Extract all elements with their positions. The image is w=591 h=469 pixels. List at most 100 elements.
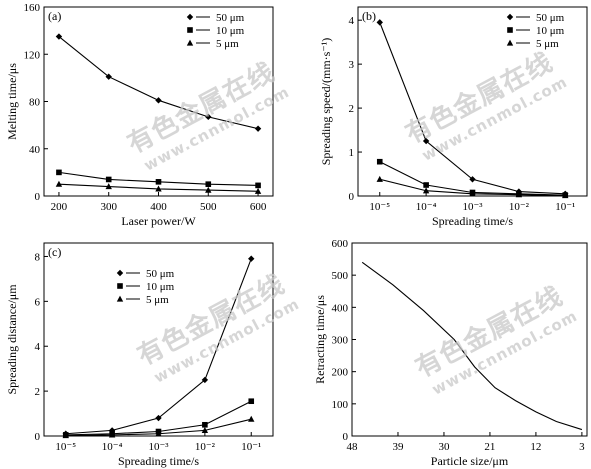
- y-tick-label: 4: [35, 341, 41, 353]
- marker-diamond: [105, 73, 112, 80]
- legend-label: 10 μm: [216, 25, 245, 37]
- marker-triangle: [201, 426, 209, 433]
- marker-triangle: [248, 415, 255, 422]
- y-axis-label: Melting time/μs: [5, 63, 19, 140]
- marker-diamond: [376, 19, 383, 26]
- marker-triangle: [116, 295, 124, 302]
- x-axis-label: Spreading time/s: [118, 454, 199, 468]
- chart-panel: 0 1 2 3 4 10⁻⁵ 10⁻⁴ 10⁻³ 10⁻² 10⁻¹ Spreading time/…: [319, 6, 588, 228]
- legend-label: 50 μm: [216, 12, 245, 24]
- series-line: [361, 261, 583, 431]
- y-tick-label: 3: [349, 59, 355, 71]
- x-tick-label: 21: [484, 441, 495, 453]
- marker-triangle: [422, 187, 430, 194]
- marker-triangle: [108, 431, 116, 438]
- y-tick-label: 500: [332, 270, 349, 282]
- x-tick-label: 600: [250, 201, 267, 213]
- marker-diamond: [155, 414, 162, 422]
- marker-triangle: [105, 183, 112, 190]
- y-tick-label: 8: [35, 251, 41, 263]
- y-tick-label: 0: [343, 431, 349, 443]
- y-tick-label: 300: [332, 335, 349, 347]
- x-axis-label: Particle size/μm: [431, 454, 509, 468]
- marker-square: [202, 421, 208, 428]
- marker-diamond: [201, 376, 209, 384]
- y-tick-label: 6: [35, 296, 41, 308]
- x-tick-label: 39: [392, 441, 404, 453]
- x-tick-label: 48: [347, 441, 359, 453]
- marker-diamond: [116, 269, 124, 277]
- legend-label: 5 μm: [146, 294, 169, 306]
- chart-panel: 0 40 80 120 160 200 300 400 500 600 Laser power/W M…: [5, 2, 274, 228]
- y-tick-label: 160: [24, 2, 41, 14]
- panel-label: (b): [362, 9, 376, 23]
- marker-diamond: [205, 113, 212, 121]
- x-axis-label: Spreading time/s: [432, 214, 513, 228]
- legend-label: 5 μm: [536, 38, 559, 50]
- marker-triangle: [62, 432, 69, 439]
- x-tick-label: 10⁻⁴: [102, 441, 123, 453]
- marker-square: [248, 398, 255, 405]
- marker-triangle: [205, 186, 212, 193]
- x-tick-label: 3: [579, 441, 585, 453]
- x-tick-label: 10⁻¹: [241, 441, 261, 453]
- x-tick-label: 300: [100, 201, 117, 213]
- marker-diamond: [186, 13, 194, 21]
- marker-triangle: [155, 185, 162, 192]
- series-line: [58, 36, 259, 130]
- y-tick-label: 120: [24, 49, 41, 61]
- marker-square: [155, 179, 162, 185]
- x-tick-label: 10⁻¹: [555, 201, 575, 213]
- marker-triangle: [469, 190, 476, 197]
- y-tick-label: 100: [332, 399, 349, 411]
- y-axis-label: Spreading distance/μm: [5, 284, 19, 395]
- marker-square: [376, 158, 383, 165]
- x-tick-label: 10⁻⁵: [369, 201, 390, 213]
- legend-label: 50 μm: [536, 12, 565, 24]
- x-tick-label: 10⁻²: [509, 201, 530, 213]
- y-tick-label: 40: [29, 144, 41, 156]
- y-tick-label: 80: [29, 97, 41, 109]
- y-tick-label: 4: [349, 15, 355, 27]
- marker-square: [117, 283, 123, 289]
- marker-square: [105, 176, 112, 183]
- marker-triangle: [506, 39, 514, 46]
- y-axis-label: Spreading speed/(mm·s⁻¹): [319, 38, 333, 166]
- y-tick-label: 1: [349, 147, 355, 159]
- y-tick-label: 0: [35, 431, 41, 443]
- marker-square: [423, 182, 429, 188]
- panel-label: (a): [48, 9, 61, 23]
- x-tick-label: 10⁻²: [195, 441, 216, 453]
- x-tick-label: 500: [200, 201, 217, 213]
- y-tick-label: 2: [35, 386, 41, 398]
- x-tick-label: 10⁻⁵: [55, 441, 76, 453]
- x-tick-label: 30: [438, 441, 450, 453]
- y-tick-label: 2: [349, 103, 355, 115]
- y-tick-label: 600: [332, 238, 349, 250]
- marker-triangle: [562, 192, 569, 199]
- marker-square: [187, 27, 193, 33]
- legend-label: 5 μm: [216, 38, 239, 50]
- legend-label: 10 μm: [146, 281, 175, 293]
- marker-diamond: [155, 97, 162, 104]
- marker-diamond: [55, 33, 63, 40]
- plot-frame: [351, 242, 588, 437]
- marker-triangle: [55, 180, 63, 187]
- marker-triangle: [376, 175, 383, 182]
- y-axis-label: Retracting time/μs: [313, 295, 327, 384]
- y-tick-label: 0: [35, 191, 41, 203]
- marker-square: [205, 181, 212, 187]
- legend-label: 10 μm: [536, 25, 565, 37]
- legend-label: 50 μm: [146, 268, 175, 280]
- marker-triangle: [515, 191, 523, 198]
- x-axis-label: Laser power/W: [121, 214, 196, 228]
- x-tick-label: 12: [530, 441, 541, 453]
- marker-diamond: [254, 125, 262, 132]
- y-tick-label: 0: [349, 191, 355, 203]
- chart-panel: 0 100 200 300 400 500 600 48 39 30 21 12 3 Particle s…: [313, 238, 588, 468]
- marker-square: [255, 182, 261, 189]
- marker-diamond: [422, 137, 430, 145]
- marker-square: [507, 27, 513, 33]
- x-tick-label: 10⁻⁴: [416, 201, 437, 213]
